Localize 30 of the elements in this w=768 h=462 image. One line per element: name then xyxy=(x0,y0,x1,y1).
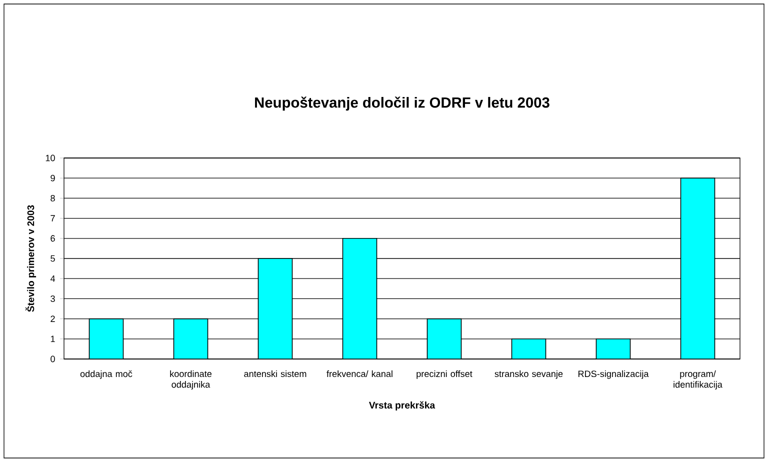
bar xyxy=(511,338,546,359)
x-tick-label: frekvenca/ kanal xyxy=(326,370,392,378)
y-tick-label: 6 xyxy=(50,235,55,242)
x-tick-label: oddajna moč xyxy=(80,370,132,379)
bar xyxy=(426,318,462,359)
y-tick-label: 4 xyxy=(50,275,56,282)
x-tick-label: program/ identifikacija xyxy=(674,370,722,390)
y-tick-label: 2 xyxy=(50,316,55,322)
y-tick-label: 1 xyxy=(50,336,55,342)
y-tick-label: 8 xyxy=(50,194,55,202)
x-tick-label: koordinate oddajnika xyxy=(170,370,212,390)
x-axis-title: Vrsta prekrška xyxy=(368,401,436,410)
y-tick-label: 5 xyxy=(50,255,55,262)
bar xyxy=(88,318,124,359)
chart-title: Neupoštevanje določil iz ODRF v letu 2003 xyxy=(255,96,550,111)
bar xyxy=(596,338,631,359)
bar xyxy=(258,258,293,359)
x-tick-label: stransko sevanje xyxy=(494,370,563,379)
y-tick-label: 3 xyxy=(50,295,55,302)
x-tick-label: antenski sistem xyxy=(244,370,306,378)
y-tick-label: 7 xyxy=(50,215,55,222)
y-tick-label: 9 xyxy=(50,174,55,182)
bar xyxy=(680,178,716,359)
x-tick-label: RDS-signalizacija xyxy=(578,370,649,379)
y-tick-label: 10 xyxy=(46,154,55,162)
x-tick-label: precizni offset xyxy=(416,370,472,379)
y-axis-title: Število primerov v 2003 xyxy=(25,205,36,312)
y-tick-label: 0 xyxy=(50,356,55,362)
bar xyxy=(173,318,208,359)
bar xyxy=(342,238,378,359)
